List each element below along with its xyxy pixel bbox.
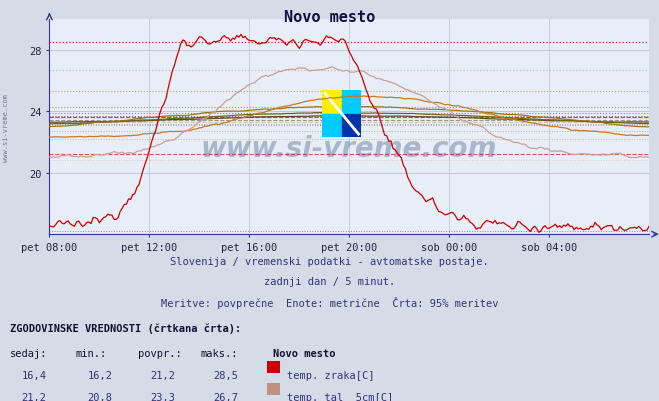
Text: 26,7: 26,7 (213, 392, 238, 401)
Text: 20,8: 20,8 (88, 392, 113, 401)
Text: temp. tal  5cm[C]: temp. tal 5cm[C] (287, 392, 393, 401)
Text: Novo mesto: Novo mesto (273, 348, 336, 358)
Text: www.si-vreme.com: www.si-vreme.com (3, 93, 9, 161)
Text: ZGODOVINSKE VREDNOSTI (črtkana črta):: ZGODOVINSKE VREDNOSTI (črtkana črta): (10, 323, 241, 333)
Text: 21,2: 21,2 (22, 392, 47, 401)
Text: Novo mesto: Novo mesto (284, 10, 375, 25)
Text: Slovenija / vremenski podatki - avtomatske postaje.: Slovenija / vremenski podatki - avtomats… (170, 257, 489, 267)
Text: 21,2: 21,2 (150, 370, 175, 380)
Text: 28,5: 28,5 (213, 370, 238, 380)
Text: maks.:: maks.: (201, 348, 239, 358)
Text: min.:: min.: (76, 348, 107, 358)
Text: 16,4: 16,4 (22, 370, 47, 380)
Text: povpr.:: povpr.: (138, 348, 182, 358)
Text: Meritve: povprečne  Enote: metrične  Črta: 95% meritev: Meritve: povprečne Enote: metrične Črta:… (161, 297, 498, 309)
Text: sedaj:: sedaj: (10, 348, 47, 358)
Text: 23,3: 23,3 (150, 392, 175, 401)
Text: 16,2: 16,2 (88, 370, 113, 380)
Text: zadnji dan / 5 minut.: zadnji dan / 5 minut. (264, 277, 395, 287)
Text: temp. zraka[C]: temp. zraka[C] (287, 370, 374, 380)
Text: www.si-vreme.com: www.si-vreme.com (201, 135, 498, 163)
